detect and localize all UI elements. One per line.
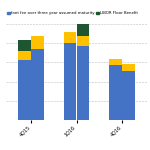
Bar <box>63 43 76 120</box>
Bar <box>122 71 135 120</box>
Bar <box>63 32 76 43</box>
Bar <box>109 59 122 65</box>
Bar <box>77 36 90 46</box>
Bar <box>18 60 31 120</box>
Bar <box>109 65 122 120</box>
Bar <box>18 51 31 60</box>
Bar <box>77 46 90 120</box>
Legend: font fee over three year assumed maturity, LIBOR Floor Benefit: font fee over three year assumed maturit… <box>5 10 140 17</box>
Bar <box>77 24 90 36</box>
Bar <box>31 36 44 49</box>
Bar <box>31 49 44 120</box>
Bar <box>18 40 31 51</box>
Bar <box>122 64 135 71</box>
